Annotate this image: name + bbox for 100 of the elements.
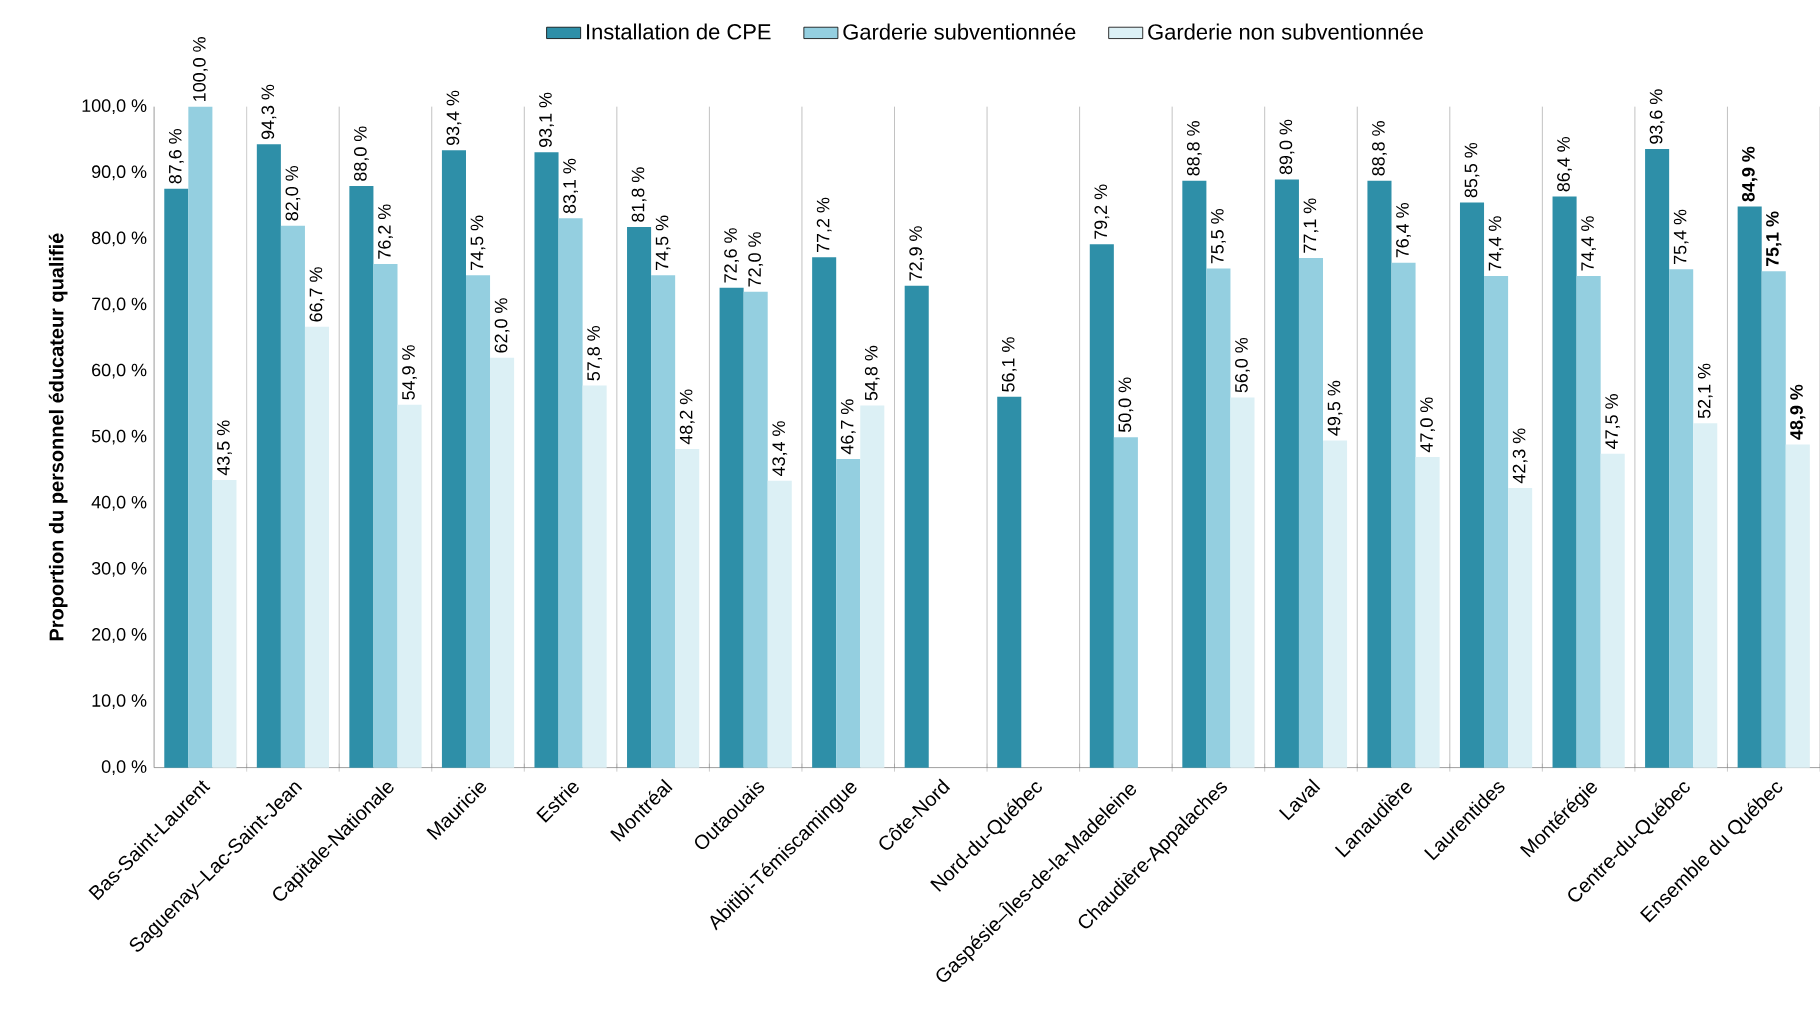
bar (1274, 179, 1299, 768)
legend-label: Garderie non subventionnée (1148, 23, 1423, 40)
data-label: 88,0 % (353, 126, 369, 181)
data-label: 79,2 % (1094, 184, 1110, 239)
bar (349, 186, 374, 768)
bar (1182, 180, 1207, 768)
bar (743, 291, 768, 768)
bar (1415, 457, 1440, 768)
y-tick-label: 40,0 % (91, 495, 147, 511)
data-label: 48,2 % (679, 389, 695, 445)
bar (1484, 275, 1509, 768)
bar (719, 287, 744, 768)
data-label: 56,1 % (1001, 337, 1017, 392)
data-label: 52,1 % (1697, 363, 1713, 419)
y-tick-label: 90,0 % (92, 165, 147, 181)
data-label: 72,0 % (748, 232, 764, 287)
data-label: 46,7 % (840, 399, 856, 455)
y-tick-label: 20,0 % (92, 628, 147, 643)
y-tick-label: 80,0 % (91, 231, 147, 247)
bar (490, 357, 515, 768)
data-label: 62,0 % (494, 298, 510, 353)
data-label: 56,0 % (1235, 337, 1250, 393)
y-axis-title: Proportion du personnel éducateur qualifié (48, 233, 68, 641)
bar (1576, 275, 1601, 768)
data-label: 57,8 % (587, 326, 603, 381)
data-label: 77,1 % (1303, 198, 1319, 253)
bar (397, 404, 422, 768)
data-label: 47,0 % (1420, 397, 1435, 453)
data-label: 93,6 % (1649, 89, 1665, 144)
data-label: 74,5 % (470, 215, 486, 270)
data-label: 83,1 % (563, 158, 578, 214)
bar (1113, 437, 1138, 768)
data-label: 76,4 % (1396, 203, 1411, 258)
bar (1508, 488, 1533, 768)
data-label: 76,2 % (378, 204, 393, 259)
data-label: 75,5 % (1211, 209, 1226, 264)
data-label: 74,4 % (1488, 216, 1504, 271)
y-tick-label: 0,0 % (101, 760, 147, 776)
data-label: 87,6 % (168, 129, 184, 184)
data-label: 48,9 % (1790, 384, 1806, 440)
bar (1761, 271, 1786, 768)
data-label: 66,7 % (309, 267, 325, 322)
bar (465, 275, 491, 768)
data-label: 77,2 % (816, 197, 832, 253)
data-label: 94,3 % (261, 84, 277, 140)
bar (1459, 202, 1485, 768)
data-label: 47,5 % (1605, 394, 1621, 449)
data-label: 85,5 % (1464, 142, 1480, 198)
bar (1230, 397, 1255, 768)
legend-label: Installation de CPE (587, 23, 771, 40)
bar (1367, 180, 1392, 768)
bar (1391, 262, 1416, 768)
data-label: 88,8 % (1186, 121, 1202, 176)
data-label: 72,6 % (724, 228, 740, 283)
bar (212, 480, 237, 768)
data-label: 93,1 % (539, 92, 554, 148)
data-label: 81,8 % (631, 167, 647, 222)
data-label: 43,5 % (217, 420, 232, 476)
bar (558, 218, 583, 768)
bar (675, 449, 700, 768)
bar (767, 480, 792, 768)
data-label: 88,8 % (1372, 121, 1387, 176)
bar (1645, 149, 1670, 768)
y-tick-label: 10,0 % (92, 694, 147, 709)
bar (812, 257, 837, 768)
data-label: 42,3 % (1512, 428, 1528, 484)
bar (627, 227, 652, 768)
bar (1552, 196, 1577, 768)
bar (1737, 206, 1762, 768)
bar (1693, 423, 1718, 768)
data-label: 49,5 % (1327, 380, 1343, 436)
bar (904, 285, 929, 768)
bar (860, 405, 885, 768)
bar (1785, 444, 1810, 768)
bar (1600, 453, 1625, 768)
bar (1089, 244, 1114, 768)
data-label: 86,4 % (1557, 137, 1572, 192)
data-label: 89,0 % (1279, 119, 1295, 175)
data-label: 74,4 % (1581, 216, 1596, 271)
data-label: 54,9 % (402, 345, 417, 400)
bar (256, 144, 281, 768)
y-tick-label: 30,0 % (91, 561, 147, 577)
data-label: 50,0 % (1118, 377, 1134, 433)
data-label: 72,9 % (909, 226, 925, 281)
bar (997, 396, 1022, 768)
data-label: 74,5 % (655, 215, 671, 270)
data-label: 75,1 % (1766, 211, 1782, 267)
data-label: 93,4 % (446, 90, 462, 146)
bar (441, 150, 466, 768)
bar (1323, 440, 1348, 768)
bar (534, 152, 559, 768)
bar (164, 188, 189, 768)
bar (1206, 268, 1231, 768)
data-label: 82,0 % (285, 166, 301, 221)
bar (1298, 258, 1324, 768)
data-label: 75,4 % (1673, 209, 1689, 265)
data-label: 84,9 % (1742, 146, 1758, 202)
bar (582, 385, 607, 768)
bar (1669, 269, 1694, 768)
data-label: 43,4 % (772, 421, 788, 477)
